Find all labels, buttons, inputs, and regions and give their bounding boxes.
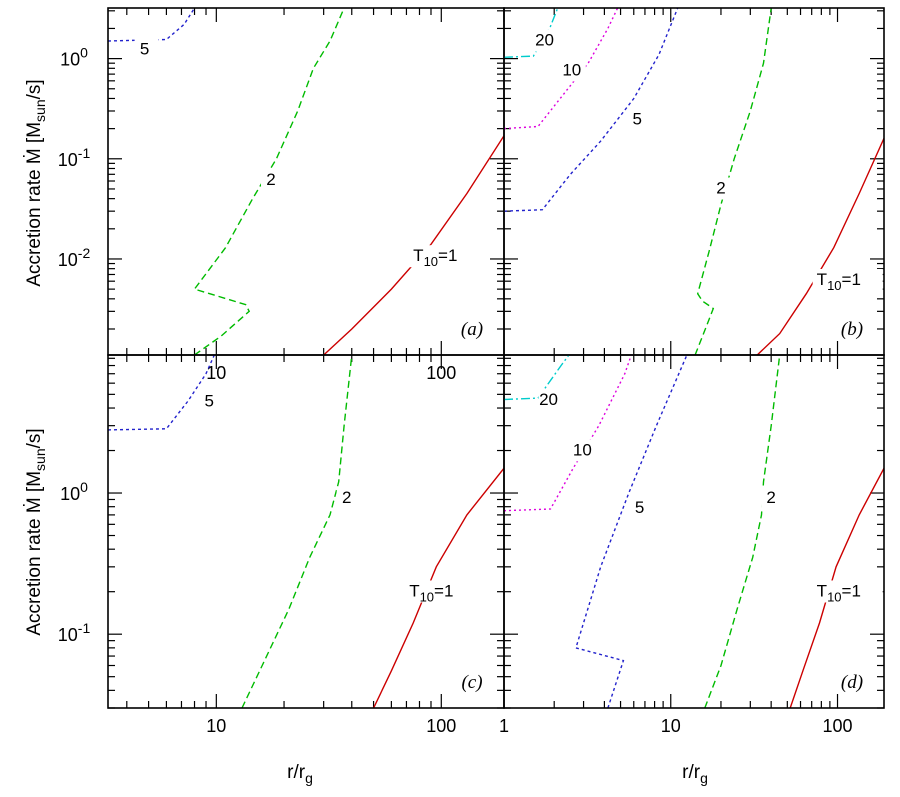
panel-c-xtick-label: 10 xyxy=(206,716,226,736)
panel-b-contours xyxy=(504,8,884,355)
panel-d-label-bg xyxy=(761,486,786,509)
panel-a-letter: (a) xyxy=(461,319,483,340)
panel-d-letter: (d) xyxy=(841,672,863,693)
panel-b-contour-label-10: 10 xyxy=(562,60,581,79)
panel-d-label-bg xyxy=(812,580,883,603)
panel-a-label-bg xyxy=(134,38,159,61)
panel-a-contour-2 xyxy=(193,8,345,355)
panel-b-contour-label-20: 20 xyxy=(535,31,554,50)
panel-c-contours xyxy=(108,355,504,708)
panel-d-contour-10 xyxy=(504,355,632,512)
panel-d-xtick-label: 1 xyxy=(499,716,509,736)
panel-b-contour-2 xyxy=(694,8,772,355)
x-axis-label-left: r/rg xyxy=(287,762,313,786)
panel-a-xtick-label: 100 xyxy=(426,363,456,383)
panel-d-label-bg xyxy=(572,439,597,462)
panel-b-ticks xyxy=(503,8,884,355)
panel-c-contour-label-2: 2 xyxy=(342,488,351,507)
panel-b-contour-5 xyxy=(504,8,679,212)
panel-c-label-bg xyxy=(336,486,361,509)
panel-d-contour-label-20: 20 xyxy=(539,390,558,409)
panel-a-frame xyxy=(107,7,505,356)
panel-d-frame xyxy=(503,354,885,709)
panel-a-ytick-label: 10-2 xyxy=(58,245,91,270)
panel-c-ytick-label: 10-1 xyxy=(58,620,91,645)
panel-d-xtick-label: 100 xyxy=(822,716,852,736)
panel-d-xtick-label: 10 xyxy=(661,716,681,736)
panel-b-label-bg xyxy=(561,59,586,82)
panel-c-xtick-label: 100 xyxy=(426,716,456,736)
panel-d-label-bg xyxy=(629,497,654,520)
panel-d-contour-label-2: 2 xyxy=(766,488,775,507)
panel-b-contour-label-2: 2 xyxy=(716,179,725,198)
panel-a-contour-label-5: 5 xyxy=(140,39,149,58)
panel-d-contour-label-5: 5 xyxy=(635,498,644,517)
panel-a-contour-5 xyxy=(108,8,196,42)
panel-d-contour-label-10: 10 xyxy=(573,440,592,459)
panel-a-contour-label-2: 2 xyxy=(266,170,275,189)
panel-b-label-bg xyxy=(710,177,735,200)
panel-c-ticks xyxy=(108,355,504,709)
panel-b-contour-T101 xyxy=(756,138,884,355)
panel-b-label-bg xyxy=(627,108,652,131)
panels: 10 10010-210-1100T10=125(a)T10=1251020(b)… xyxy=(58,7,885,736)
panel-a-ytick-label: 10-1 xyxy=(58,145,91,170)
panel-c-contour-label-5: 5 xyxy=(204,392,213,411)
panel-a-label-bg xyxy=(260,168,285,191)
panel-b-contour-label-5: 5 xyxy=(633,109,642,128)
panel-d-contour-20 xyxy=(504,355,570,401)
panel-a-ticks xyxy=(108,8,504,355)
panel-c-contour-5 xyxy=(108,355,215,431)
x-axis-label-right: r/rg xyxy=(682,762,708,786)
panel-c-letter: (c) xyxy=(461,672,482,693)
panel-b-contour-10 xyxy=(504,8,619,130)
panel-c-label-bg xyxy=(199,390,224,413)
panel-d-label-bg xyxy=(538,389,563,412)
panel-b-label-bg xyxy=(812,268,883,291)
panel-c-contour-2 xyxy=(241,355,353,708)
panel-d-contour-5 xyxy=(575,355,688,708)
panel-c-frame xyxy=(107,354,505,709)
panel-b-frame xyxy=(503,7,885,356)
y-axis-label-bottom: Accretion rate Ṁ [Msun/s] xyxy=(24,428,48,635)
panel-b-letter: (b) xyxy=(841,319,863,340)
panel-a-xtick-label: 10 xyxy=(206,363,226,383)
panel-c-label-bg xyxy=(405,580,476,603)
panel-d-contour-2 xyxy=(704,355,781,708)
panel-a-ytick-label: 100 xyxy=(60,45,88,70)
y-axis-label-top: Accretion rate Ṁ [Msun/s] xyxy=(24,79,48,286)
panel-a-contours xyxy=(108,8,504,355)
panel-c-ytick-label: 100 xyxy=(60,479,88,504)
panel-b-label-bg xyxy=(534,29,559,52)
panel-a-label-bg xyxy=(409,245,480,268)
